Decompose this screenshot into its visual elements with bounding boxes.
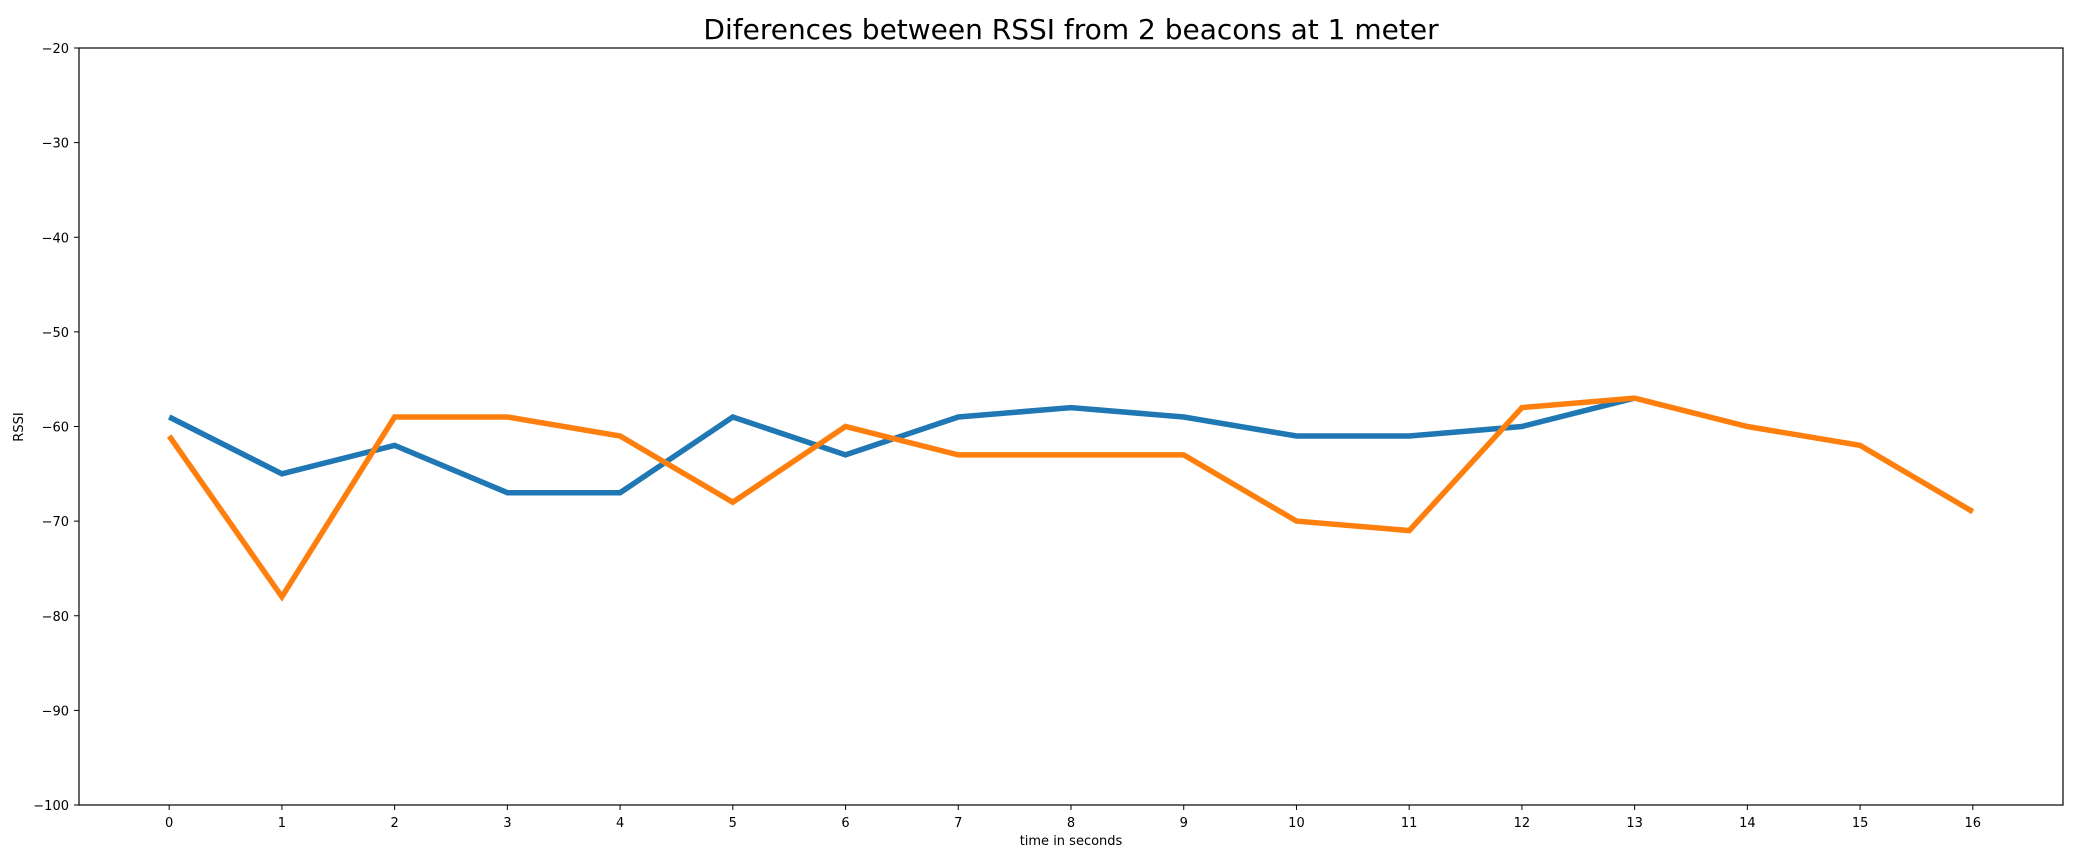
y-tick-label: −100 (33, 799, 69, 814)
y-tick-label: −60 (42, 421, 69, 436)
y-tick-label: −40 (42, 231, 69, 246)
x-axis: 0 1 2 3 4 5 6 7 8 9 10 11 12 13 14 15 16 (165, 805, 1981, 831)
x-tick-label: 7 (954, 816, 962, 831)
y-tick-label: −80 (42, 610, 69, 625)
series-line-2 (166, 395, 1975, 602)
x-tick-label: 8 (1067, 816, 1075, 831)
y-tick-label: −50 (42, 326, 69, 341)
x-tick-label: 13 (1626, 816, 1643, 831)
x-tick-label: 0 (165, 816, 173, 831)
chart-title: Diferences between RSSI from 2 beacons a… (703, 13, 1439, 46)
x-tick-label: 2 (390, 816, 398, 831)
series-line-1 (167, 395, 1636, 496)
y-axis-label: RSSI (12, 412, 27, 441)
y-tick-label: −20 (42, 42, 69, 57)
x-tick-label: 16 (1965, 816, 1982, 831)
y-tick-label: −70 (42, 515, 69, 530)
y-tick-label: −30 (42, 137, 69, 152)
x-axis-label: time in seconds (1020, 834, 1123, 849)
x-tick-label: 1 (278, 816, 286, 831)
x-tick-label: 11 (1401, 816, 1418, 831)
y-tick-label: −90 (42, 704, 69, 719)
x-tick-label: 15 (1852, 816, 1869, 831)
x-tick-label: 6 (841, 816, 849, 831)
x-tick-label: 5 (729, 816, 737, 831)
plot-frame (78, 47, 2064, 806)
x-tick-label: 12 (1514, 816, 1531, 831)
x-tick-label: 10 (1288, 816, 1305, 831)
x-tick-label: 4 (616, 816, 624, 831)
x-tick-label: 9 (1180, 816, 1188, 831)
x-tick-label: 3 (503, 816, 511, 831)
x-tick-label: 14 (1739, 816, 1756, 831)
series-group (166, 395, 1975, 602)
y-axis: −100 −90 −80 −70 −60 −50 −40 −30 −20 (33, 42, 79, 814)
